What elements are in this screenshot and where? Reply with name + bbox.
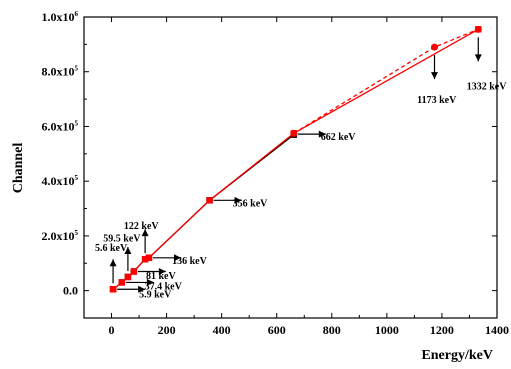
energy-label: 122 keV [124, 221, 160, 232]
x-tick-label: 200 [158, 323, 176, 337]
data-point [145, 254, 153, 261]
energy-label: 5.6 keV [95, 243, 128, 254]
annotation-arrowhead [141, 229, 149, 237]
energy-label: 59.5 keV [103, 233, 141, 244]
x-tick-label: 0 [109, 323, 115, 337]
annotation-arrowhead [138, 285, 146, 293]
y-axis-ticks: 0.0 2.0x105 4.0x105 6.0x105 8.0x105 1.0x106 [42, 10, 497, 298]
y-tick-label: 4.0x105 [42, 174, 79, 188]
data-point [109, 286, 117, 293]
data-point [430, 43, 438, 51]
energy-label: 136 keV [172, 256, 208, 267]
x-axis-ticks: 0 200 400 600 800 1000 1200 1400 [109, 17, 509, 337]
annotation-arrowhead [173, 254, 181, 262]
series-line [293, 28, 479, 134]
annotation-arrowhead [109, 259, 117, 267]
y-tick-label: 2.0x105 [42, 229, 79, 243]
energy-label: 662 keV [321, 132, 357, 143]
annotation-arrowhead [146, 278, 154, 286]
data-point [124, 273, 132, 281]
x-axis-title: Energy/keV [421, 348, 493, 363]
plot-frame [83, 16, 498, 319]
annotation-arrowhead [318, 130, 326, 138]
energy-label: 1332 keV [467, 81, 508, 92]
x-tick-label: 1000 [375, 323, 399, 337]
data-point [290, 129, 298, 137]
x-tick-label: 1400 [485, 323, 509, 337]
annotation-arrowhead [430, 72, 438, 80]
energy-label: 5.9 keV [139, 289, 172, 300]
annotation-arrowhead [474, 54, 482, 62]
data-point [141, 255, 149, 263]
annotation-arrowhead [158, 267, 166, 275]
y-tick-label: 8.0x105 [42, 65, 79, 79]
x-tick-label: 400 [213, 323, 231, 337]
energy-label: 356 keV [233, 199, 269, 210]
x-tick-label: 800 [323, 323, 341, 337]
data-point [130, 268, 138, 275]
energy-label: 81 keV [146, 271, 177, 282]
series-layer [109, 25, 482, 293]
annotation-arrowhead [124, 246, 132, 254]
y-tick-label: 1.0x106 [42, 10, 79, 24]
data-point [474, 25, 482, 33]
energy-label: 37.4 keV [145, 282, 183, 293]
annotation-arrowhead [234, 196, 242, 204]
x-tick-label: 1200 [430, 323, 454, 337]
series-line [111, 28, 479, 290]
x-tick-label: 600 [268, 323, 286, 337]
y-tick-label: 0.0 [63, 284, 78, 298]
data-point [118, 279, 126, 286]
energy-label: 1173 keV [417, 95, 457, 106]
data-point [206, 197, 213, 204]
y-axis-title: Channel [11, 143, 26, 194]
y-tick-label: 6.0x105 [42, 119, 79, 133]
